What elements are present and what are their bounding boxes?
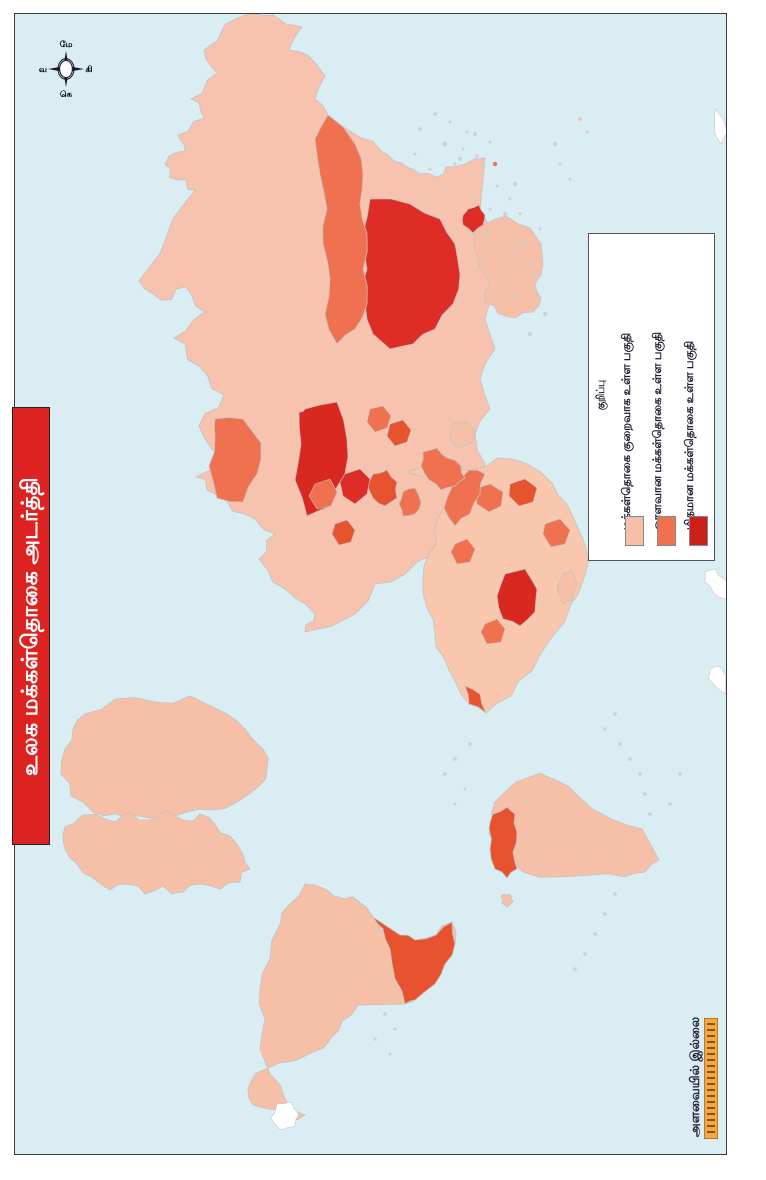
svg-text:கி: கி [86, 64, 93, 74]
svg-text:வ: வ [39, 64, 47, 74]
svg-text:மே: மே [60, 39, 73, 49]
svg-text:தெ: தெ [60, 89, 73, 97]
